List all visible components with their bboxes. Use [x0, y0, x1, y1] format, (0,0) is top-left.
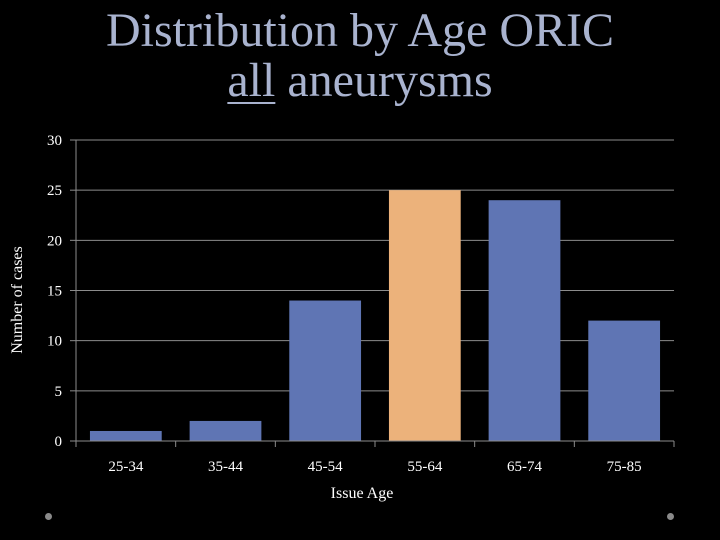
- title-underlined-word: all: [227, 54, 276, 107]
- slide-dot-right-icon: [667, 513, 674, 520]
- bar: [289, 300, 362, 441]
- y-tick-label: 30: [47, 133, 62, 149]
- bars: [89, 190, 661, 441]
- slide-dot-left-icon: [45, 513, 52, 520]
- x-tick-label: 25-34: [108, 459, 143, 475]
- x-tick-label: 45-54: [308, 459, 343, 475]
- x-tick-label: 65-74: [507, 459, 542, 475]
- y-tick-label: 15: [47, 284, 62, 300]
- gridlines: [76, 139, 674, 392]
- title-line-2: all aneurysms: [0, 56, 720, 106]
- bar: [189, 420, 262, 441]
- y-tick-label: 10: [47, 334, 62, 350]
- tick-labels: 0 5 10 15 20 25 30 25-34 35-44 45-54 55-64 65-74 75-…: [47, 133, 642, 475]
- x-tick-label: 75-85: [607, 459, 642, 475]
- bar: [89, 430, 162, 441]
- y-tick-label: 25: [47, 183, 62, 199]
- axes: [70, 139, 675, 447]
- x-axis-title: Issue Age: [331, 485, 394, 502]
- x-tick-label: 55-64: [407, 459, 442, 475]
- x-tick-label: 35-44: [208, 459, 243, 475]
- y-tick-label: 0: [55, 434, 63, 450]
- chart-title: Distribution by Age ORIC all aneurysms: [0, 6, 720, 106]
- bar: [588, 320, 661, 441]
- title-line-1: Distribution by Age ORIC: [105, 4, 614, 57]
- y-tick-label: 20: [47, 233, 62, 249]
- bar: [388, 190, 461, 441]
- title-line-2-rest: aneurysms: [275, 54, 493, 107]
- bar: [488, 200, 561, 441]
- y-axis-title: Number of cases: [9, 246, 26, 354]
- y-tick-label: 5: [55, 384, 63, 400]
